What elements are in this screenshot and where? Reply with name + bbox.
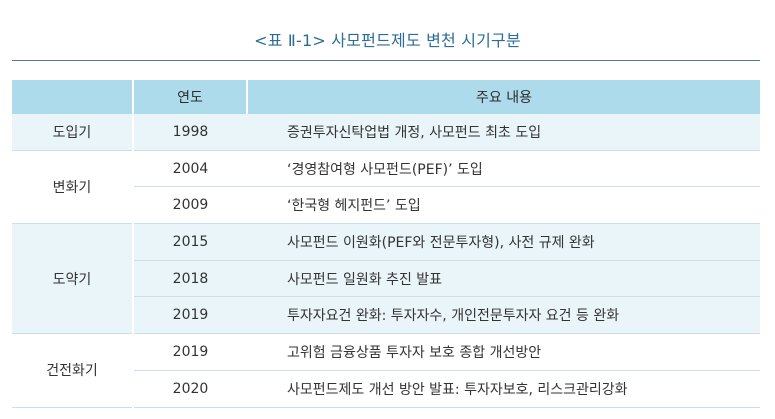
- year-cell: 2009: [133, 186, 247, 225]
- header-year: 연도: [132, 80, 247, 114]
- content-cell: 사모펀드 일원화 추진 발표: [247, 260, 760, 298]
- header-row: 연도 주요 내용: [12, 80, 760, 114]
- header-content: 주요 내용: [246, 80, 760, 114]
- content-cell: 사모펀드 이원화(PEF와 전문투자형), 사전 규제 완화: [247, 223, 760, 261]
- table-row: 2018 사모펀드 일원화 추진 발표: [12, 260, 760, 298]
- year-cell: 2019: [133, 296, 247, 335]
- content-cell: 고위험 금융상품 투자자 보호 종합 개선방안: [247, 333, 760, 371]
- content-cell: 증권투자신탁업법 개정, 사모펀드 최초 도입: [247, 114, 760, 151]
- period-cell: 도약기: [12, 223, 134, 335]
- year-cell: 2004: [133, 150, 247, 188]
- table-row: 2020 사모펀드제도 개선 방안 발표: 투자자보호, 리스크관리강화: [12, 370, 760, 408]
- year-cell: 2018: [133, 260, 247, 298]
- table-row: 2009 ‘한국형 헤지펀드’ 도입: [12, 186, 760, 225]
- table-row: 도약기 2015 사모펀드 이원화(PEF와 전문투자형), 사전 규제 완화: [12, 223, 760, 335]
- content-cell: 투자자요건 완화: 투자자수, 개인전문투자자 요건 등 완화: [247, 296, 760, 335]
- table-title: <표 Ⅱ-1> 사모펀드제도 변천 시기구분: [254, 31, 521, 50]
- table-row: 2019 투자자요건 완화: 투자자수, 개인전문투자자 요건 등 완화: [12, 296, 760, 335]
- table-row: 도입기 1998 증권투자신탁업법 개정, 사모펀드 최초 도입: [12, 114, 760, 151]
- content-cell: ‘한국형 헤지펀드’ 도입: [247, 186, 760, 225]
- period-cell: 변화기: [12, 150, 134, 225]
- history-table: 연도 주요 내용 도입기 1998 증권투자신탁업법 개정, 사모펀드 최초 도…: [12, 80, 760, 408]
- content-cell: ‘경영참여형 사모펀드(PEF)’ 도입: [247, 150, 760, 188]
- period-cell: 건전화기: [12, 333, 134, 408]
- year-cell: 2015: [133, 223, 247, 261]
- year-cell: 2020: [133, 370, 247, 408]
- year-cell: 1998: [133, 114, 247, 151]
- year-cell: 2019: [133, 333, 247, 371]
- title-divider: [12, 60, 760, 61]
- header-period: [12, 80, 133, 114]
- table-row: 변화기 2004 ‘경영참여형 사모펀드(PEF)’ 도입: [12, 150, 760, 225]
- content-cell: 사모펀드제도 개선 방안 발표: 투자자보호, 리스크관리강화: [247, 370, 760, 408]
- table-row: 건전화기 2019 고위험 금융상품 투자자 보호 종합 개선방안: [12, 333, 760, 408]
- period-cell: 도입기: [12, 114, 134, 151]
